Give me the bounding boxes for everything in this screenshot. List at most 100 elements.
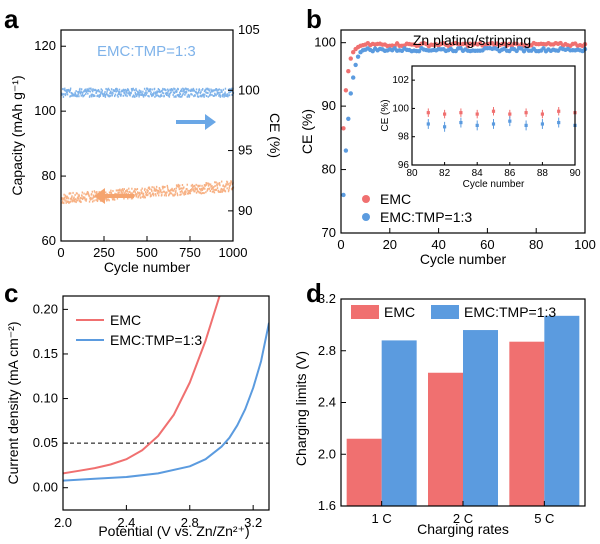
a-point-capacity bbox=[73, 196, 75, 199]
a-point-capacity bbox=[154, 188, 156, 191]
a-point-capacity bbox=[140, 192, 143, 195]
a-point-capacity bbox=[154, 193, 156, 196]
a-point-capacity bbox=[193, 184, 196, 187]
a-point-capacity bbox=[181, 184, 184, 187]
b-inset-y-axis-title: CE (%) bbox=[380, 99, 391, 131]
a-point-capacity bbox=[231, 188, 233, 191]
a-point-capacity bbox=[68, 192, 71, 195]
d-bar-emc-tmp bbox=[463, 330, 498, 506]
a-point-capacity bbox=[96, 191, 98, 194]
b-inset-point-emc bbox=[524, 111, 528, 115]
a-point-ce bbox=[66, 93, 69, 96]
a-point-capacity bbox=[123, 197, 125, 200]
a-ytick-right-label: 105 bbox=[238, 22, 260, 37]
a-point-capacity bbox=[170, 192, 173, 195]
a-point-ce bbox=[88, 89, 90, 92]
a-point-ce bbox=[180, 88, 183, 91]
b-inset-point-emc-tmp bbox=[459, 120, 463, 125]
a-point-capacity bbox=[199, 191, 202, 194]
a-point-capacity bbox=[126, 188, 128, 191]
a-point-capacity bbox=[110, 189, 112, 192]
c-legend-label-emc-tmp: EMC:TMP=1:3 bbox=[110, 332, 202, 348]
a-point-capacity bbox=[105, 191, 107, 194]
a-point-capacity bbox=[166, 184, 169, 187]
a-point-capacity bbox=[88, 195, 90, 198]
a-point-ce bbox=[124, 88, 127, 91]
a-point-ce bbox=[154, 92, 156, 95]
a-point-capacity bbox=[219, 184, 221, 187]
a-point-capacity bbox=[90, 196, 92, 199]
b-point-emc-tmp bbox=[416, 48, 422, 54]
a-point-capacity bbox=[179, 193, 181, 196]
a-point-capacity bbox=[218, 190, 220, 193]
a-point-ce bbox=[209, 91, 212, 94]
a-point-capacity bbox=[124, 191, 126, 194]
a-point-ce bbox=[220, 89, 223, 92]
b-inset-point-emc-tmp bbox=[557, 120, 561, 125]
a-point-capacity bbox=[220, 180, 223, 183]
b-point-emc-tmp bbox=[348, 91, 353, 96]
a-point-ce bbox=[116, 90, 118, 93]
a-point-capacity bbox=[118, 191, 120, 194]
a-point-capacity bbox=[174, 191, 177, 194]
a-point-ce bbox=[122, 90, 124, 93]
b-inset-frame bbox=[411, 65, 576, 166]
a-point-ce bbox=[215, 94, 217, 97]
a-point-capacity bbox=[176, 194, 179, 197]
a-point-capacity bbox=[187, 189, 189, 192]
a-point-ce bbox=[219, 91, 221, 94]
a-point-capacity bbox=[199, 184, 201, 187]
a-point-capacity bbox=[212, 187, 214, 190]
a-point-capacity bbox=[151, 190, 153, 193]
a-point-capacity bbox=[76, 196, 79, 199]
a-point-ce bbox=[174, 90, 176, 93]
b-inset-point-emc-tmp bbox=[475, 123, 479, 127]
a-point-ce bbox=[148, 90, 150, 93]
a-point-ce bbox=[157, 87, 160, 90]
a-point-ce bbox=[184, 93, 186, 96]
b-point-emc-tmp bbox=[355, 54, 361, 59]
b-inset-point-emc-tmp bbox=[491, 122, 496, 126]
a-point-ce bbox=[229, 88, 231, 91]
b-legend-marker-emc-tmp bbox=[362, 213, 370, 221]
b-inset-point-emc-tmp bbox=[508, 119, 512, 123]
a-point-capacity bbox=[131, 197, 134, 200]
a-point-capacity bbox=[113, 197, 115, 200]
a-point-capacity bbox=[96, 200, 99, 203]
a-point-capacity bbox=[195, 191, 198, 194]
a-point-capacity bbox=[151, 186, 153, 189]
b-point-emc-tmp bbox=[353, 62, 358, 68]
c-xtick-label: 2.0 bbox=[54, 515, 72, 530]
a-point-ce bbox=[86, 89, 89, 92]
a-point-capacity bbox=[73, 199, 75, 202]
a-point-ce bbox=[109, 94, 111, 97]
a-point-capacity bbox=[139, 193, 141, 196]
a-point-capacity bbox=[134, 191, 137, 194]
a-point-capacity bbox=[179, 190, 182, 193]
a-point-capacity bbox=[165, 192, 167, 195]
a-point-capacity bbox=[131, 187, 133, 190]
d-bar-emc-tmp bbox=[544, 315, 580, 506]
a-point-capacity bbox=[150, 188, 153, 191]
a-point-ce bbox=[160, 93, 162, 96]
a-point-ce bbox=[168, 95, 171, 98]
a-point-capacity bbox=[141, 191, 143, 194]
a-point-ce bbox=[175, 89, 178, 92]
a-point-ce bbox=[180, 90, 182, 93]
a-point-capacity bbox=[229, 182, 232, 185]
a-point-capacity bbox=[207, 187, 209, 190]
a-point-capacity bbox=[117, 191, 119, 194]
d-legend-label-emc-tmp: EMC:TMP=1:3 bbox=[464, 304, 556, 320]
a-point-capacity bbox=[160, 189, 162, 192]
a-point-capacity bbox=[160, 191, 162, 194]
a-point-ce bbox=[154, 95, 156, 98]
a-point-capacity bbox=[202, 187, 205, 190]
a-point-capacity bbox=[214, 181, 216, 184]
a-point-capacity bbox=[230, 180, 232, 183]
panel-b-chart: 0 20 40 60 80 100 70 80 90 100 Cycle number CE (%) Z… bbox=[299, 29, 596, 267]
a-point-ce bbox=[134, 95, 136, 98]
a-point-ce bbox=[203, 90, 206, 93]
a-point-ce bbox=[191, 93, 193, 96]
a-point-ce bbox=[140, 90, 142, 93]
a-point-ce bbox=[132, 88, 134, 91]
